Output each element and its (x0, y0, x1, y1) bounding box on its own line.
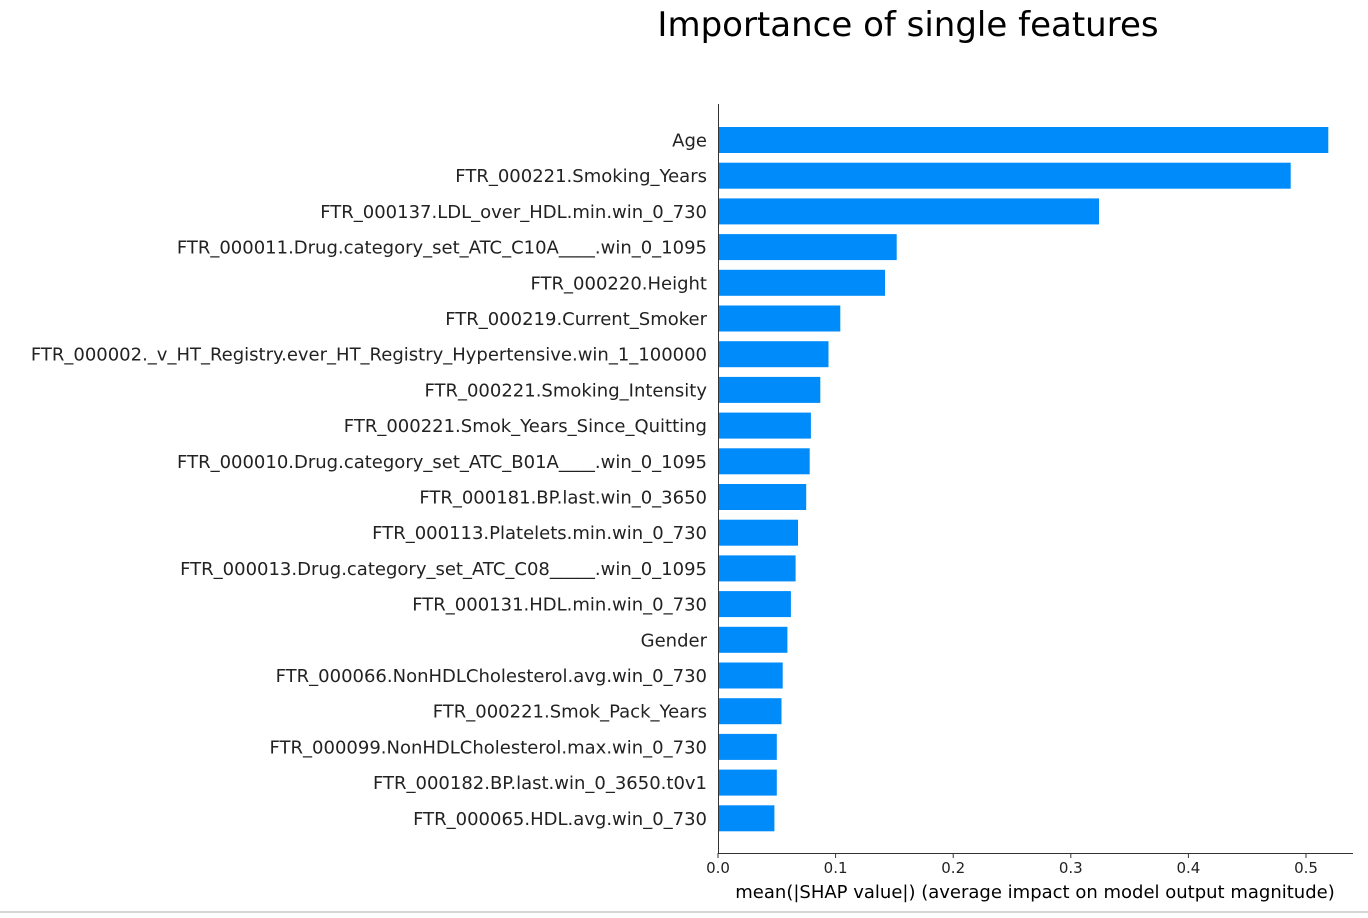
x-ticks: 0.0 0.1 0.2 0.3 0.4 0.5 (706, 853, 1318, 877)
bar (718, 234, 897, 261)
category-label: FTR_000221.Smoking_Years (455, 166, 707, 187)
x-tick-label: 0.4 (1176, 859, 1200, 877)
category-label: Gender (641, 630, 708, 651)
category-label: FTR_000065.HDL.avg.win_0_730 (413, 809, 707, 830)
x-tick-label: 0.5 (1294, 859, 1318, 877)
bar (718, 162, 1291, 189)
x-tick-label: 0.3 (1059, 859, 1083, 877)
category-label: FTR_000010.Drug.category_set_ATC_B01A___… (177, 452, 707, 473)
bars-layer (718, 127, 1329, 832)
bottom-divider (0, 911, 1368, 913)
bar (718, 412, 811, 439)
bar (718, 198, 1099, 225)
bar (718, 519, 798, 546)
bar (718, 698, 782, 725)
category-label: FTR_000066.NonHDLCholesterol.avg.win_0_7… (276, 666, 707, 687)
category-label: FTR_000182.BP.last.win_0_3650.t0v1 (373, 773, 707, 794)
category-label: FTR_000099.NonHDLCholesterol.max.win_0_7… (270, 737, 707, 758)
x-tick-label: 0.1 (824, 859, 848, 877)
bar (718, 341, 829, 368)
category-label: FTR_000221.Smok_Years_Since_Quitting (344, 416, 707, 437)
bar (718, 805, 775, 832)
bar (718, 626, 788, 653)
category-label: FTR_000221.Smok_Pack_Years (433, 702, 707, 723)
bar (718, 769, 777, 796)
category-label: FTR_000002._v_HT_Registry.ever_HT_Regist… (31, 345, 707, 366)
category-label: Age (672, 131, 707, 152)
x-tick-label: 0.0 (706, 859, 730, 877)
bar (718, 376, 821, 403)
chart-title: Importance of single features (657, 5, 1158, 45)
bar (718, 733, 777, 760)
x-axis-label: mean(|SHAP value|) (average impact on mo… (735, 882, 1334, 903)
category-label: FTR_000220.Height (531, 273, 707, 294)
bar (718, 448, 810, 475)
bar (718, 591, 791, 618)
bar (718, 127, 1329, 153)
category-label: FTR_000113.Platelets.min.win_0_730 (372, 523, 707, 544)
bar (718, 484, 807, 510)
category-label: FTR_000011.Drug.category_set_ATC_C10A___… (177, 238, 707, 259)
category-labels: Age FTR_000221.Smoking_Years FTR_000137.LD… (31, 131, 708, 830)
category-label: FTR_000137.LDL_over_HDL.min.win_0_730 (320, 202, 707, 223)
category-label: FTR_000181.BP.last.win_0_3650 (419, 488, 707, 509)
x-tick-label: 0.2 (941, 859, 965, 877)
bar (718, 269, 885, 296)
bar (718, 555, 796, 582)
bar (718, 662, 783, 689)
category-label: FTR_000131.HDL.min.win_0_730 (412, 595, 707, 616)
category-label: FTR_000013.Drug.category_set_ATC_C08____… (180, 559, 707, 580)
category-label: FTR_000221.Smoking_Intensity (424, 380, 707, 401)
bar (718, 305, 841, 332)
category-label: FTR_000219.Current_Smoker (445, 309, 707, 330)
